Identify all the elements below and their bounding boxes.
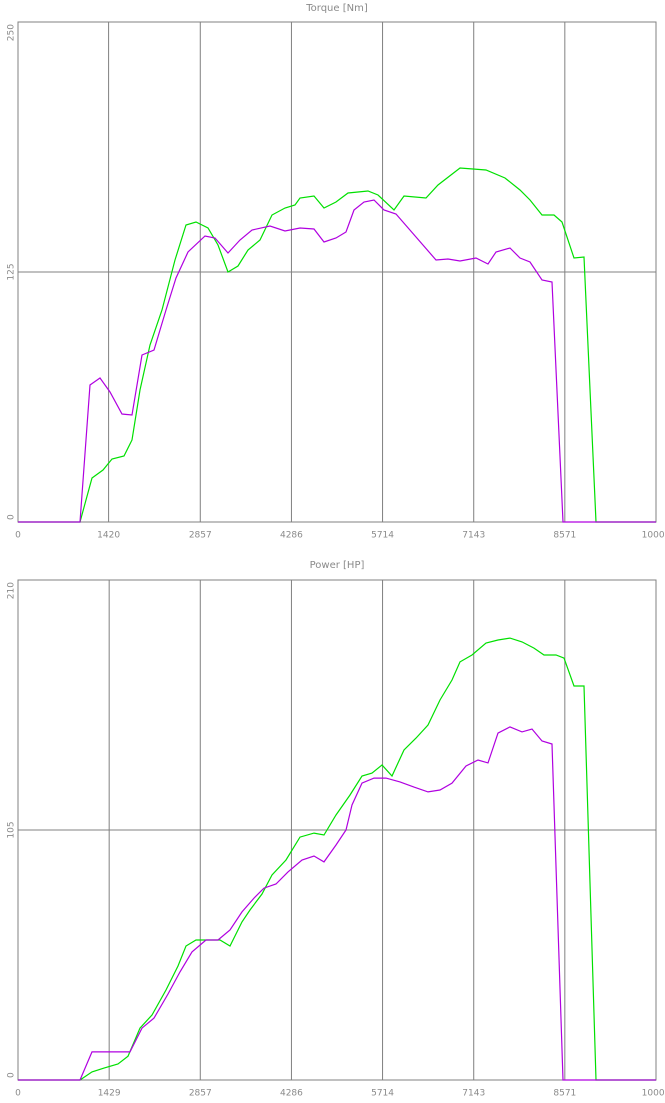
y-tick-label: 105 — [7, 821, 17, 838]
x-tick-label: 1420 — [97, 531, 120, 541]
series-line — [18, 726, 656, 1081]
x-tick-label: 8571 — [553, 1089, 576, 1099]
chart-title: Power [HP] — [310, 560, 365, 571]
x-tick-label: 1429 — [98, 1089, 121, 1099]
x-tick-label: 2857 — [189, 1089, 212, 1099]
x-tick-label: 4286 — [280, 531, 303, 541]
series-line — [18, 167, 656, 523]
x-tick-label: 5714 — [371, 1089, 394, 1099]
x-tick-label: 7143 — [462, 531, 485, 541]
series-line — [18, 637, 656, 1081]
y-tick-label: 125 — [7, 263, 17, 280]
x-tick-label: 0 — [15, 1089, 21, 1099]
y-tick-label: 210 — [7, 582, 17, 599]
chart: Power [HP] 0 1429 2857 4286 5714 7143 8571 1000 0… — [7, 560, 665, 1099]
chart-title: Torque [Nm] — [305, 3, 368, 14]
chart: Torque [Nm] 0 1420 2857 4286 5714 7143 8571 1000… — [7, 3, 665, 541]
x-tick-label: 5714 — [371, 531, 394, 541]
x-tick-label: 4286 — [280, 1089, 303, 1099]
y-tick-label: 250 — [7, 24, 17, 41]
x-tick-label: 8571 — [553, 531, 576, 541]
y-tick-label: 0 — [7, 1072, 17, 1078]
x-tick-label: 0 — [15, 531, 21, 541]
series-line — [18, 199, 656, 523]
x-tick-label: 7143 — [462, 1089, 485, 1099]
y-tick-label: 0 — [7, 514, 17, 520]
x-tick-label: 2857 — [189, 531, 212, 541]
